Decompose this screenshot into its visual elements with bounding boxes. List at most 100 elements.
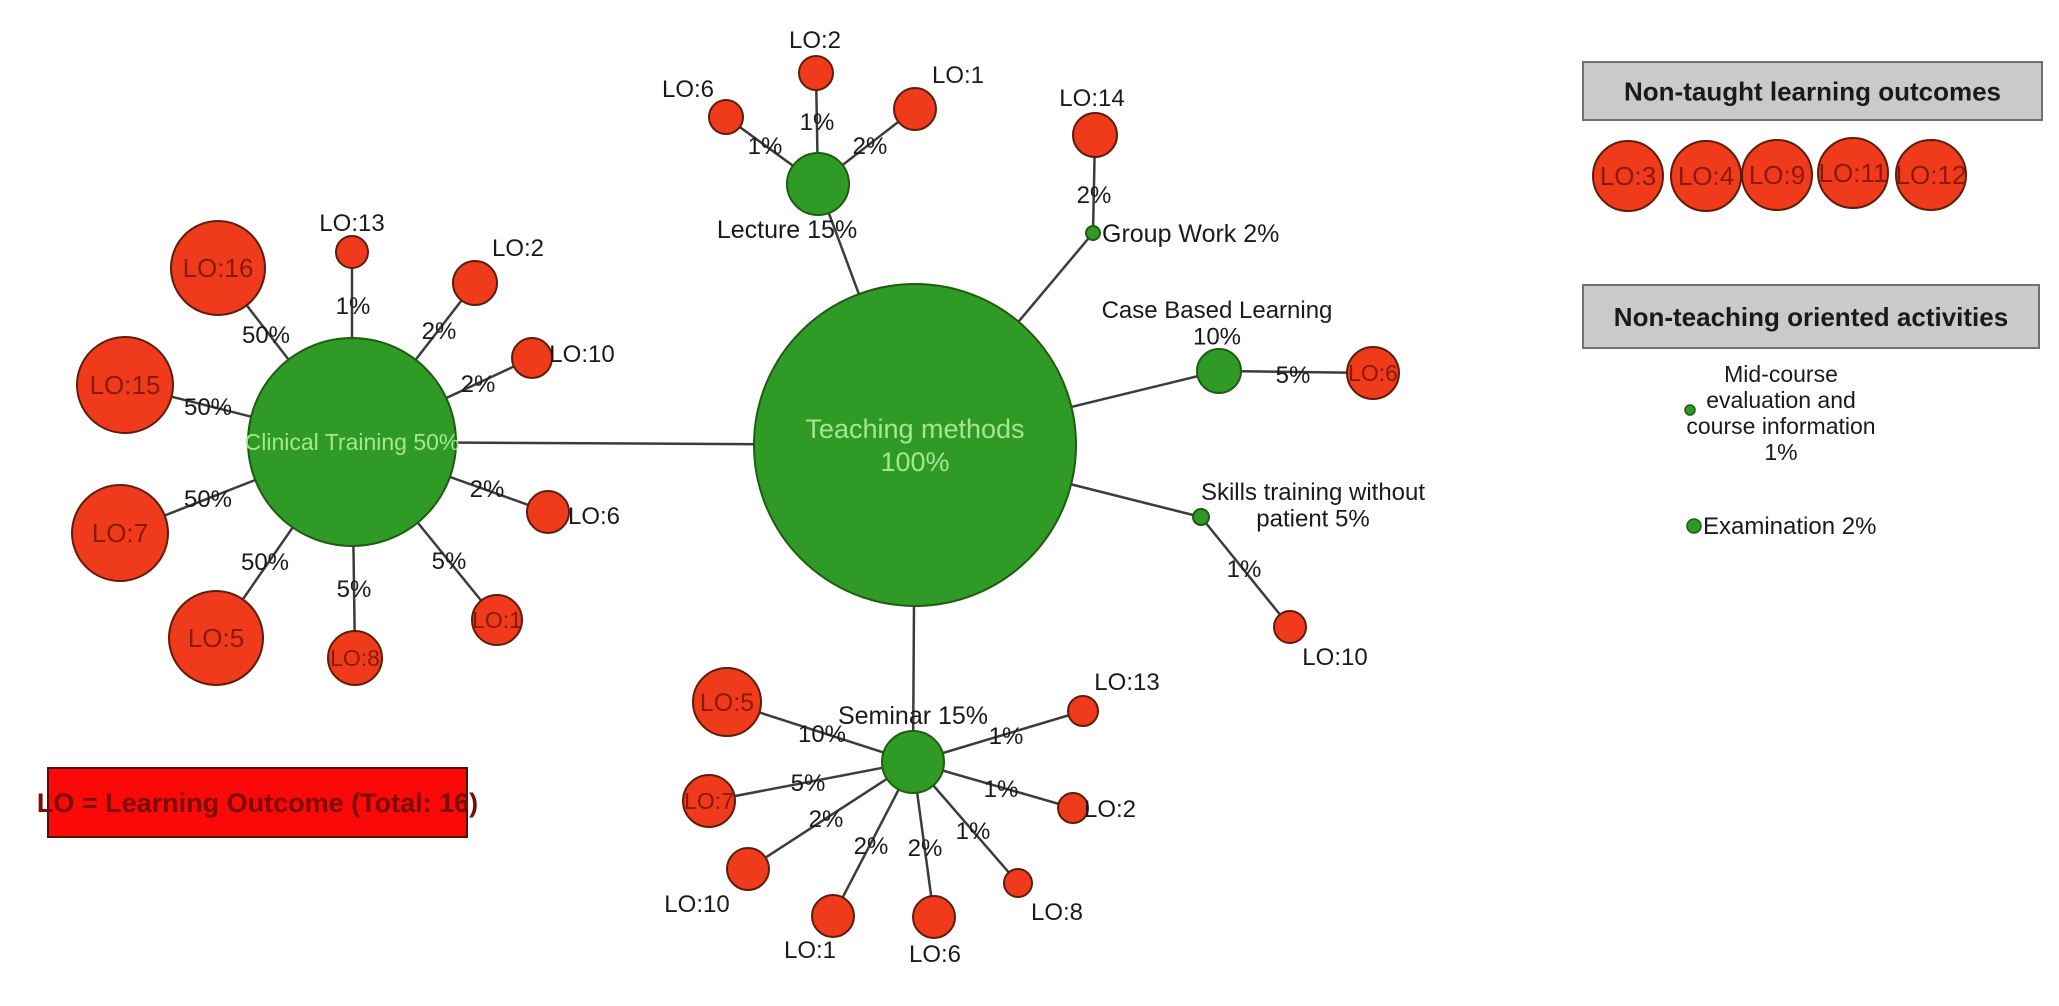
examination-label: Examination 2%: [1703, 513, 1876, 540]
midcourse-label: evaluation and: [1706, 387, 1856, 413]
node-lo15-label: LO:15: [90, 370, 161, 400]
lo-legend-box: [47, 767, 468, 838]
node-lo15: [76, 336, 174, 434]
non-taught-header-label: Non-taught learning outcomes: [1624, 76, 2001, 106]
node-groupwork-label: Group Work 2%: [1102, 220, 1279, 248]
node-lo13-c: [335, 235, 369, 269]
node-lo7-se-label: LO:7: [684, 788, 734, 814]
node-lo16-label: LO:16: [183, 253, 254, 283]
edge-skills-lo10-s-pct-label: 1%: [1227, 556, 1262, 583]
edge-seminar-lo7-se: [708, 760, 914, 803]
node-clinical-label: Clinical Training 50%: [245, 429, 460, 455]
node-lo6-se: [912, 895, 956, 939]
node-lo3-label: LO:3: [1600, 161, 1656, 191]
edge-seminar-lo10-se: [747, 760, 914, 871]
node-lo10-c: [511, 337, 553, 379]
node-lo7-se: [682, 774, 736, 828]
node-lo16: [170, 220, 266, 316]
node-lo6-c-label: LO:6: [568, 503, 620, 530]
examination-dot: [1686, 518, 1702, 534]
node-lo8-c: [327, 630, 383, 686]
node-skills-label: Skills training without: [1201, 479, 1425, 506]
edge-seminar-lo10-se-pct-label: 2%: [809, 806, 844, 833]
node-lo5-c-label: LO:5: [188, 623, 244, 653]
non-teaching-header-box: [1582, 284, 2040, 349]
node-lecture: [786, 152, 850, 216]
edge-seminar-lo2-se-pct-label: 1%: [984, 776, 1019, 803]
node-lo13-c-label: LO:13: [319, 210, 384, 237]
node-lo12-label: LO:12: [1896, 160, 1967, 190]
node-lo3: [1592, 140, 1664, 212]
node-lo14: [1072, 112, 1118, 158]
node-lo5-c: [168, 590, 264, 686]
node-seminar: [881, 730, 945, 794]
node-lo12: [1895, 139, 1967, 211]
edge-clinical-lo5-c-pct-label: 50%: [241, 549, 289, 576]
edge-clinical-lo16-pct-label: 50%: [242, 322, 290, 349]
node-lo5-se: [692, 667, 762, 737]
node-lo2-l: [798, 55, 834, 91]
edge-lecture-lo6-l-pct-label: 1%: [748, 133, 783, 160]
edge-clinical-lo13-c-pct-label: 1%: [336, 293, 371, 320]
node-lo10-c-label: LO:10: [549, 341, 614, 368]
node-lo9: [1741, 139, 1813, 211]
non-teaching-header-label: Non-teaching oriented activities: [1614, 302, 2008, 332]
node-lo6-se-label: LO:6: [909, 941, 961, 968]
node-teaching: [753, 283, 1077, 607]
edge-seminar-lo5-se-pct-label: 10%: [798, 721, 846, 748]
node-lo4-label: LO:4: [1678, 161, 1734, 191]
node-lo11-label: LO:11: [1819, 158, 1888, 188]
node-lo1-c: [471, 594, 523, 646]
edge-clinical-lo6-c-pct-label: 2%: [470, 476, 505, 503]
edge-skills-lo10-s: [1200, 516, 1291, 628]
node-lo1-se: [811, 894, 855, 938]
lo-legend-label: LO = Learning Outcome (Total: 16): [37, 788, 478, 818]
node-lo6-c: [526, 490, 570, 534]
node-lo11: [1817, 137, 1889, 209]
node-lo2-c-label: LO:2: [492, 235, 544, 262]
node-lo2-se-label: LO:2: [1084, 796, 1136, 823]
node-lo7-c: [71, 484, 169, 582]
edge-clinical-lo7-c-pct-label: 50%: [184, 486, 232, 513]
midcourse-dot: [1684, 404, 1696, 416]
edge-seminar-lo7-se-pct-label: 5%: [791, 770, 826, 797]
node-lo13-se: [1067, 695, 1099, 727]
edge-clinical-lo2-c-pct-label: 2%: [422, 318, 457, 345]
node-lo7-c-label: LO:7: [92, 518, 148, 548]
node-lo6-l: [708, 99, 744, 135]
midcourse-label: course information: [1686, 413, 1875, 439]
edge-seminar-lo13-se-pct-label: 1%: [989, 723, 1024, 750]
node-teaching-label: Teaching methods: [805, 414, 1024, 444]
node-lo1-l-label: LO:1: [932, 62, 984, 89]
node-lo9-label: LO:9: [1749, 160, 1805, 190]
node-lo10-s: [1273, 610, 1307, 644]
midcourse-label: 1%: [1764, 439, 1797, 465]
edge-clinical-lo10-c-pct-label: 2%: [461, 371, 496, 398]
edge-groupwork-lo14-pct-label: 2%: [1077, 182, 1112, 209]
node-lo2-l-label: LO:2: [789, 27, 841, 54]
node-cbl-label: Case Based Learning: [1102, 297, 1333, 324]
node-lo8-se: [1003, 868, 1033, 898]
midcourse-label: Mid-course: [1724, 361, 1838, 387]
node-lo10-s-label: LO:10: [1302, 644, 1367, 671]
node-skills-label: patient 5%: [1256, 505, 1369, 532]
node-lo6-cbl: [1346, 346, 1400, 400]
node-skills: [1192, 508, 1210, 526]
node-cbl: [1196, 348, 1242, 394]
node-cbl-label: 10%: [1193, 323, 1241, 350]
edge-seminar-lo8-se-pct-label: 1%: [956, 818, 991, 845]
edge-clinical-lo8-c-pct-label: 5%: [337, 576, 372, 603]
node-lo1-se-label: LO:1: [784, 937, 836, 964]
node-seminar-label: Seminar 15%: [838, 702, 988, 730]
node-lo10-se: [726, 847, 770, 891]
node-lo1-l: [893, 87, 937, 131]
node-lecture-label: Lecture 15%: [717, 216, 857, 244]
edge-clinical-lo1-c-pct-label: 5%: [432, 548, 467, 575]
edge-seminar-lo6-se-pct-label: 2%: [908, 835, 943, 862]
node-lo13-se-label: LO:13: [1094, 669, 1159, 696]
edge-seminar-lo1-se-pct-label: 2%: [854, 833, 889, 860]
node-lo4: [1670, 140, 1742, 212]
node-lo14-label: LO:14: [1059, 85, 1124, 112]
